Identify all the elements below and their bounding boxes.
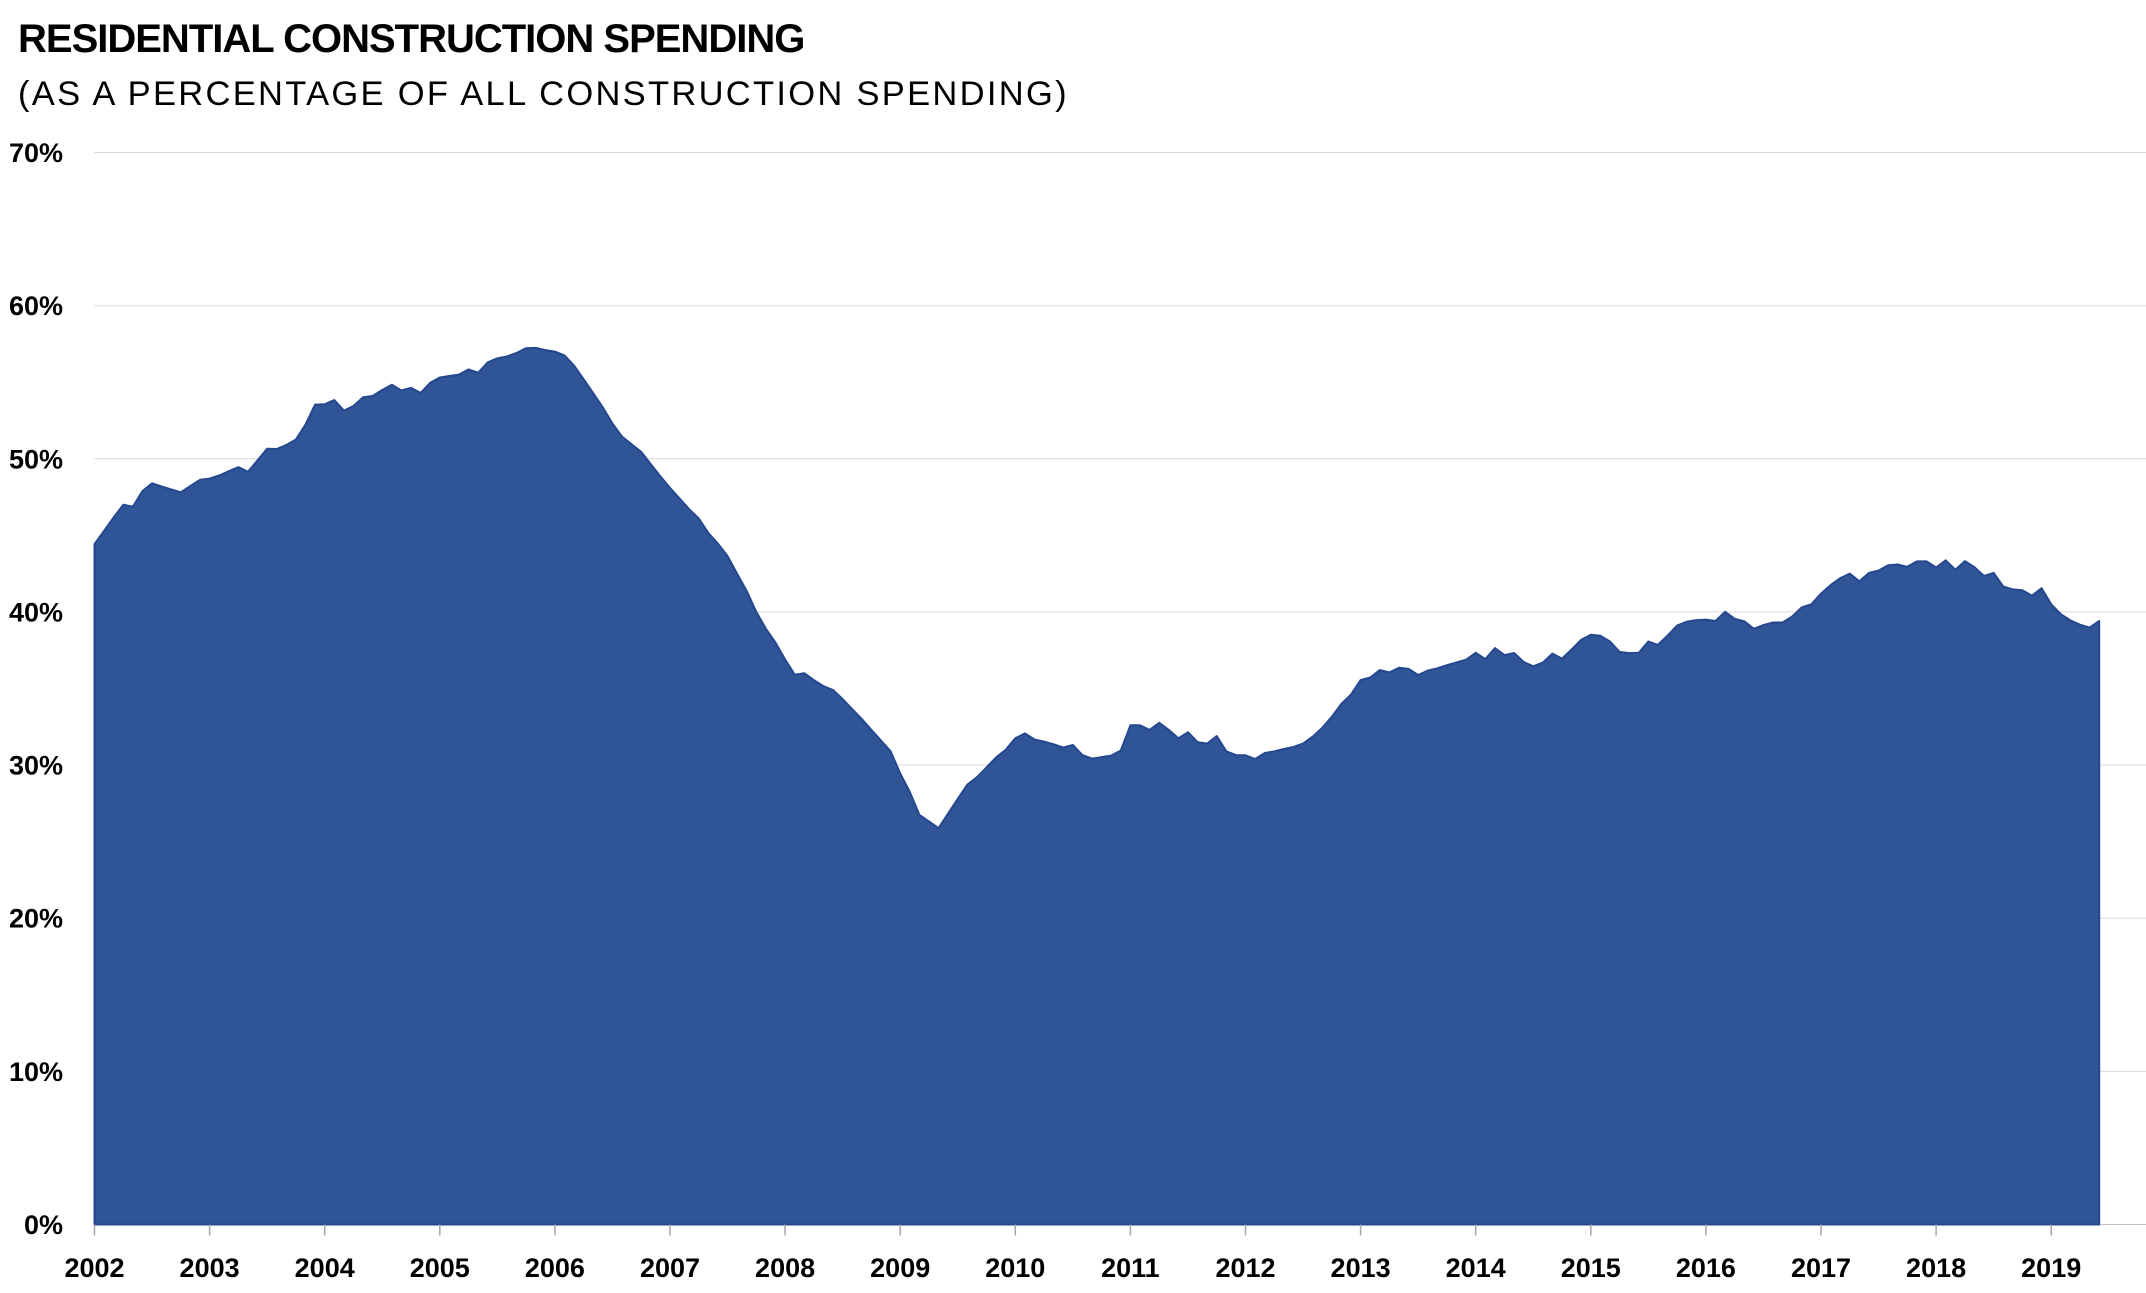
svg-text:40%: 40% [9, 597, 63, 627]
svg-text:2010: 2010 [985, 1253, 1045, 1283]
svg-text:2009: 2009 [870, 1253, 930, 1283]
svg-text:20%: 20% [9, 904, 63, 934]
svg-text:50%: 50% [9, 444, 63, 474]
svg-text:2007: 2007 [640, 1253, 700, 1283]
svg-text:0%: 0% [24, 1210, 63, 1240]
svg-text:2005: 2005 [410, 1253, 470, 1283]
svg-text:2012: 2012 [1215, 1253, 1275, 1283]
svg-text:2015: 2015 [1561, 1253, 1621, 1283]
svg-text:60%: 60% [9, 291, 63, 321]
svg-text:2002: 2002 [64, 1253, 124, 1283]
svg-text:2008: 2008 [755, 1253, 815, 1283]
svg-text:2019: 2019 [2021, 1253, 2081, 1283]
svg-text:2004: 2004 [295, 1253, 355, 1283]
svg-text:2011: 2011 [1101, 1253, 1160, 1283]
svg-text:70%: 70% [9, 138, 63, 168]
svg-text:2006: 2006 [525, 1253, 585, 1283]
svg-text:10%: 10% [9, 1057, 63, 1087]
svg-text:2014: 2014 [1446, 1253, 1506, 1283]
svg-text:2017: 2017 [1791, 1253, 1851, 1283]
svg-text:2013: 2013 [1331, 1253, 1391, 1283]
svg-text:2003: 2003 [180, 1253, 240, 1283]
svg-text:2018: 2018 [1906, 1253, 1966, 1283]
svg-text:2016: 2016 [1676, 1253, 1736, 1283]
svg-text:30%: 30% [9, 751, 63, 781]
